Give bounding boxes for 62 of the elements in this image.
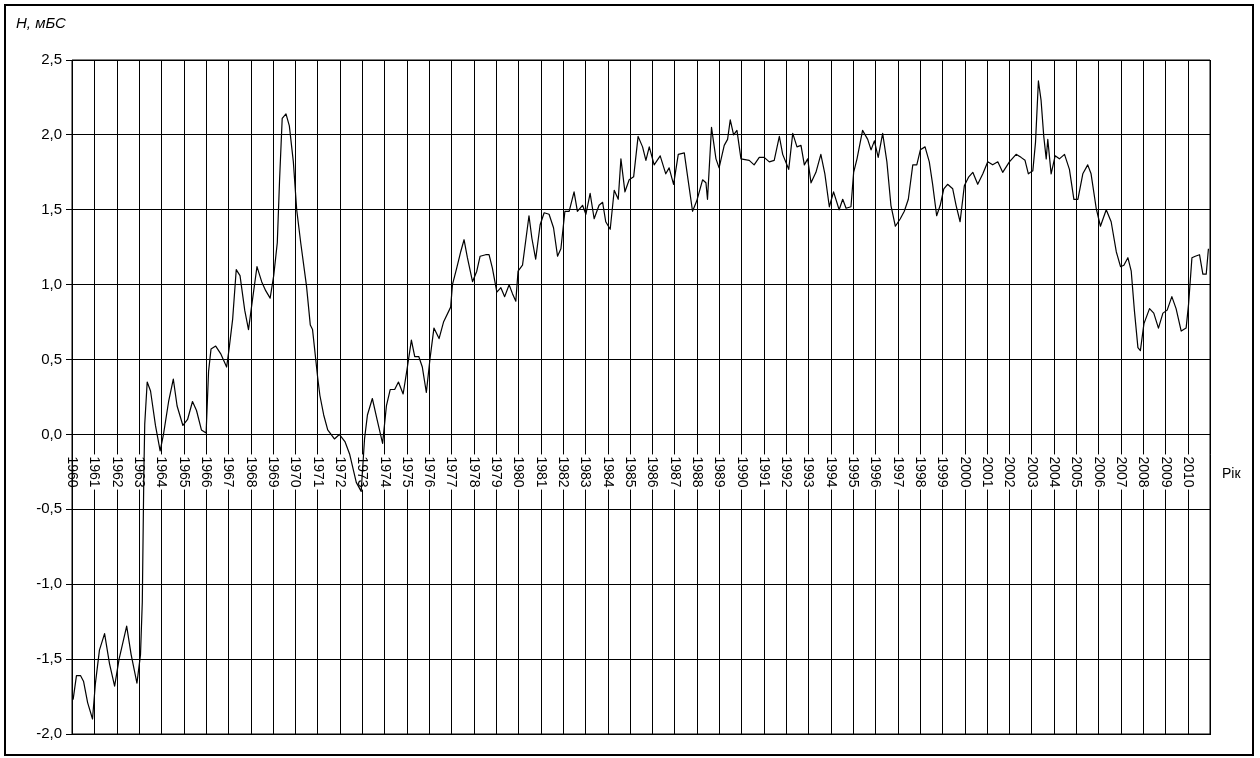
x-tick-label: 2008 bbox=[1136, 456, 1153, 488]
y-tick-label: -2,0 bbox=[36, 724, 62, 742]
x-tick-label: 1994 bbox=[823, 456, 840, 488]
y-tick-label: 0,5 bbox=[41, 349, 62, 367]
x-tick-label: 2004 bbox=[1046, 456, 1063, 488]
x-tick-label: 1970 bbox=[288, 456, 305, 488]
x-tick-label: 1965 bbox=[176, 456, 193, 488]
x-tick-label: 1986 bbox=[645, 456, 662, 488]
x-tick-label: 1980 bbox=[511, 456, 528, 488]
y-tick-label: -1,0 bbox=[36, 574, 62, 592]
x-tick-label: 1991 bbox=[756, 456, 773, 488]
y-tick-label: 1,0 bbox=[41, 274, 62, 292]
x-tick-label: 1979 bbox=[489, 456, 506, 488]
x-tick-label: 1969 bbox=[265, 456, 282, 488]
x-tick-label: 2010 bbox=[1180, 456, 1197, 488]
x-tick-label: 1988 bbox=[689, 456, 706, 488]
y-tick-label: 2,0 bbox=[41, 125, 62, 143]
y-tick-label: 2,5 bbox=[41, 50, 62, 68]
x-tick-label: 2000 bbox=[957, 456, 974, 488]
y-tick-label: 1,5 bbox=[41, 199, 62, 217]
x-tick-label: 2005 bbox=[1069, 456, 1086, 488]
x-tick-label: 2006 bbox=[1091, 456, 1108, 488]
y-tick-label: 0,0 bbox=[41, 424, 62, 442]
x-tick-label: 1981 bbox=[533, 456, 550, 488]
x-tick-label: 1976 bbox=[422, 456, 439, 488]
x-tick-label: 2001 bbox=[980, 456, 996, 488]
x-tick-label: 1995 bbox=[846, 456, 863, 488]
x-tick-label: 1990 bbox=[734, 456, 751, 488]
x-tick-label: 2007 bbox=[1113, 456, 1130, 488]
x-tick-label: 1983 bbox=[578, 456, 595, 488]
x-tick-label: 1967 bbox=[221, 456, 238, 488]
x-tick-label: 1999 bbox=[935, 456, 952, 488]
x-tick-label: 1963 bbox=[132, 456, 149, 488]
x-tick-label: 1997 bbox=[890, 456, 907, 488]
x-tick-label: 1985 bbox=[622, 456, 639, 488]
x-tick-label: 1978 bbox=[466, 456, 483, 488]
x-tick-label: 2009 bbox=[1158, 456, 1175, 488]
x-tick-label: 1962 bbox=[109, 456, 126, 488]
x-tick-label: 1984 bbox=[600, 456, 617, 488]
x-tick-label: 1993 bbox=[801, 456, 818, 488]
x-tick-label: 2003 bbox=[1024, 456, 1041, 488]
x-tick-label: 1966 bbox=[199, 456, 216, 488]
x-tick-label: 1968 bbox=[243, 456, 260, 488]
y-tick-label: -1,5 bbox=[36, 649, 62, 667]
x-tick-label: 1996 bbox=[868, 456, 885, 488]
x-tick-label: 1974 bbox=[377, 456, 394, 488]
x-tick-label: 1989 bbox=[712, 456, 729, 488]
x-tick-label: 1971 bbox=[310, 456, 327, 488]
x-tick-label: 1992 bbox=[779, 456, 796, 488]
x-tick-label: 1977 bbox=[444, 456, 461, 488]
x-tick-label: 1998 bbox=[913, 456, 930, 488]
y-tick-label: -0,5 bbox=[36, 499, 62, 517]
x-tick-label: 1961 bbox=[87, 456, 104, 488]
y-axis-title: H, мБС bbox=[16, 14, 66, 31]
x-tick-label: 1987 bbox=[667, 456, 684, 488]
x-tick-label: 1972 bbox=[332, 456, 349, 488]
x-tick-label: 1964 bbox=[154, 456, 171, 488]
x-tick-label: 1973 bbox=[355, 456, 372, 488]
x-tick-label: 1982 bbox=[556, 456, 573, 488]
x-tick-label: 2002 bbox=[1002, 456, 1019, 488]
x-tick-label: 1975 bbox=[399, 456, 416, 488]
x-axis-title: Рік bbox=[1222, 465, 1242, 482]
